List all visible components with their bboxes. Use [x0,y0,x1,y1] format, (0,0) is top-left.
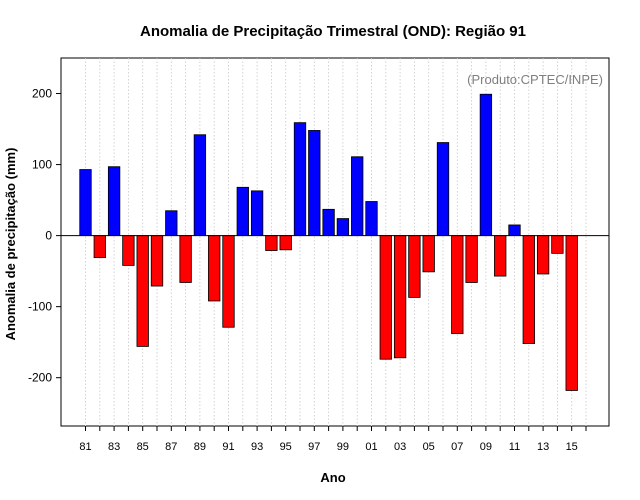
bar-15 [565,235,578,391]
y-axis: -200 -100 0 100 200 [28,87,61,385]
bar-88 [179,235,192,283]
bar-08 [465,235,478,283]
y-tick-label: 0 [45,229,52,243]
bar-09 [479,93,493,237]
x-tick-label: 81 [79,441,91,453]
bar-03 [393,235,407,359]
bar-12 [522,235,535,344]
bar-07 [451,235,464,335]
bar-89 [193,134,207,237]
bar-91 [222,235,235,328]
y-tick-label: -100 [28,300,52,314]
bar-98 [322,208,335,237]
bar-82 [93,235,106,259]
x-tick-label: 87 [165,441,177,453]
x-axis: 81 83 85 87 89 91 93 95 97 99 01 03 05 07 09 11 13 15 [79,426,587,453]
bar-86 [150,235,164,287]
bar-94 [265,235,278,251]
bar-01 [365,201,378,237]
bar-05 [422,235,435,273]
y-tick-label: 200 [32,87,52,101]
credit-label: (Produto:CPTEC/INPE) [467,72,603,87]
x-axis-label: Ano [320,470,345,485]
bar-13 [536,235,550,275]
chart-frame [60,57,610,427]
x-tick-label: 11 [509,441,520,453]
bar-90 [208,235,221,302]
bar-97 [308,130,321,237]
y-tick-label: -200 [28,371,52,385]
x-tick-label: 89 [194,441,206,453]
bar-04 [408,235,421,298]
x-tick-label: 01 [365,441,377,453]
bar-99 [336,218,350,237]
x-tick-label: 05 [423,441,435,453]
bar-81 [79,169,92,237]
x-tick-label: 99 [337,441,349,453]
x-tick-label: 09 [480,441,492,453]
bar-85 [136,235,149,347]
x-tick-label: 15 [566,441,578,453]
x-tick-label: 03 [394,441,406,453]
bar-87 [165,210,178,237]
bar-92 [236,186,249,237]
bar-95 [279,235,292,251]
chart-title: Anomalia de Precipitação Trimestral (OND… [140,23,526,40]
bar-02 [379,235,392,360]
bar-10 [494,235,507,277]
x-tick-label: 85 [137,441,149,453]
x-tick-label: 97 [308,441,320,453]
plot-area [60,57,610,427]
bar-11 [508,224,521,237]
bar-14 [551,235,564,254]
bar-93 [250,190,264,237]
y-axis-label: Anomalia de precipitação (mm) [3,148,18,341]
bar-06 [436,142,450,237]
y-tick-label: 100 [32,158,52,172]
bar-00 [351,156,364,237]
bar-96 [293,122,307,237]
x-tick-label: 13 [537,441,549,453]
x-tick-label: 95 [280,441,292,453]
x-tick-label: 93 [251,441,263,453]
bar-84 [122,235,135,266]
x-tick-label: 83 [108,441,120,453]
x-tick-label: 91 [222,441,234,453]
x-tick-label: 07 [451,441,463,453]
bar-83 [107,166,121,237]
